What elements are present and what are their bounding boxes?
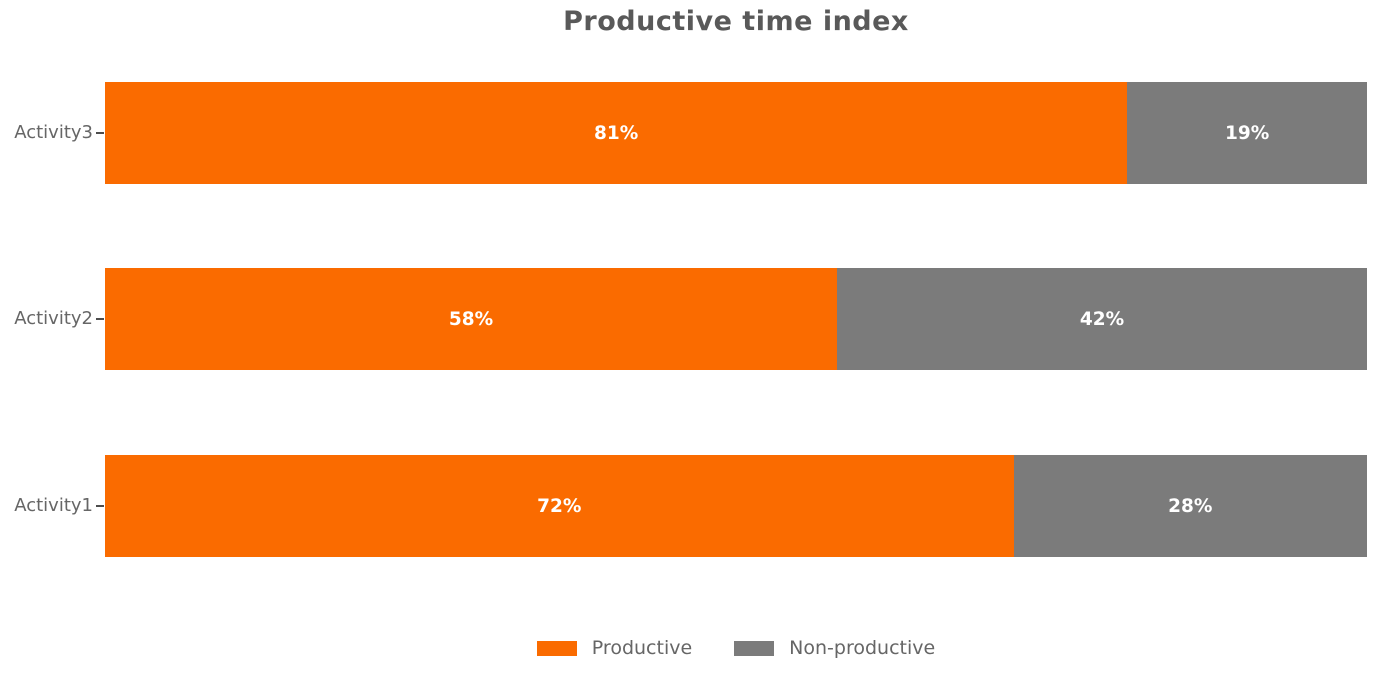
bar-segment-productive: 58%: [105, 268, 837, 370]
legend-swatch-icon: [734, 640, 775, 656]
bar-segment-productive: 81%: [105, 82, 1128, 184]
bar-row: Activity3 81% 19%: [0, 82, 1378, 184]
bar-track: 58% 42%: [105, 268, 1367, 370]
bar-value-label: 81%: [593, 122, 639, 144]
y-axis-tick: [96, 132, 104, 134]
bar-value-label: 42%: [1079, 308, 1125, 330]
chart-title: Productive time index: [563, 6, 909, 37]
bar-value-label: 58%: [448, 308, 494, 330]
legend-item-productive: Productive: [536, 637, 693, 659]
y-axis-label: Activity2: [14, 308, 93, 329]
y-axis-tick: [96, 318, 104, 320]
legend: Productive Non-productive: [105, 637, 1367, 659]
bar-segment-productive: 72%: [105, 455, 1014, 557]
legend-swatch-icon: [536, 640, 577, 656]
bar-row: Activity1 72% 28%: [0, 455, 1378, 557]
y-axis-label: Activity3: [14, 122, 93, 143]
bar-segment-non-productive: 28%: [1013, 455, 1367, 557]
y-axis-label: Activity1: [14, 495, 93, 516]
y-axis-tick: [96, 505, 104, 507]
bar-row: Activity2 58% 42%: [0, 268, 1378, 370]
bar-value-label: 28%: [1168, 495, 1213, 517]
legend-label: Non-productive: [789, 637, 936, 659]
legend-item-non-productive: Non-productive: [734, 637, 935, 659]
bar-track: 72% 28%: [105, 455, 1367, 557]
bar-segment-non-productive: 42%: [836, 268, 1367, 370]
legend-label: Productive: [591, 637, 693, 659]
bar-track: 81% 19%: [105, 82, 1367, 184]
bar-value-label: 72%: [537, 495, 582, 517]
bar-segment-non-productive: 19%: [1127, 82, 1367, 184]
plot-area: Activity3 81% 19% Activity2 58% 42% Activity1 7…: [0, 82, 1378, 557]
bar-value-label: 19%: [1224, 122, 1270, 144]
